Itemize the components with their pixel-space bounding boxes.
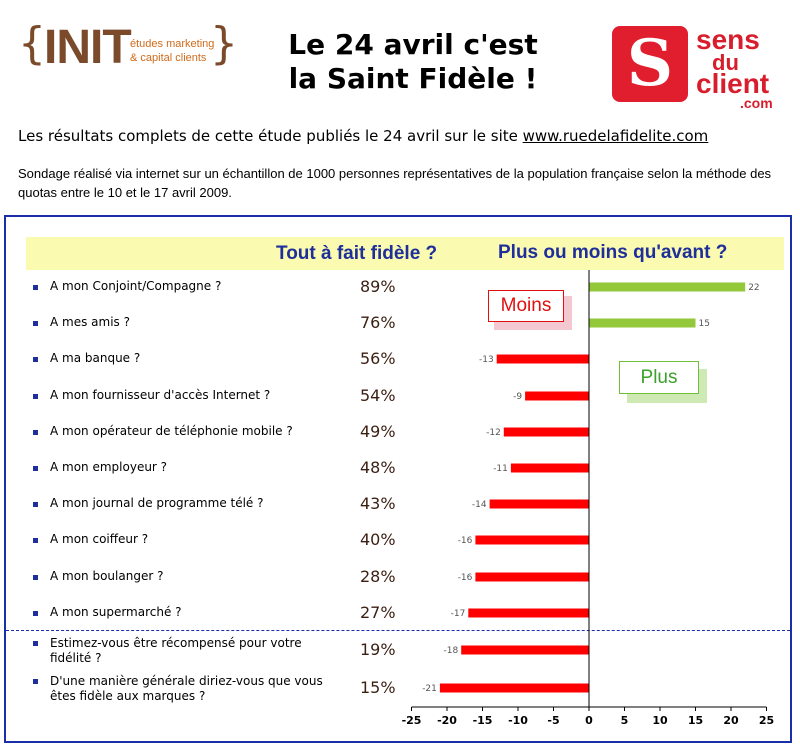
- category-label: A ma banque ?: [50, 351, 141, 365]
- row-bullet-icon: [33, 430, 38, 435]
- row-bullet-icon: [33, 466, 38, 471]
- moins-callout: Moins: [488, 290, 564, 322]
- bar: [468, 608, 589, 618]
- column-title-evolution: Plus ou moins qu'avant ?: [498, 242, 728, 263]
- percentage-value: 54%: [360, 386, 396, 405]
- x-tick-label: 10: [652, 714, 668, 727]
- bar: [439, 683, 589, 693]
- bar: [510, 463, 589, 473]
- page-title: Le 24 avril c'est la Saint Fidèle !: [248, 28, 578, 96]
- sdc-logo-line-2: du: [712, 50, 739, 75]
- data-label: -17: [451, 609, 466, 619]
- percentage-value: 27%: [360, 603, 396, 622]
- row-bullet-icon: [33, 575, 38, 580]
- row-bullet-icon: [33, 285, 38, 290]
- bar: [503, 427, 589, 437]
- category-label: A mon fournisseur d'accès Internet ?: [50, 388, 271, 402]
- category-label: A mon boulanger ?: [50, 569, 164, 583]
- data-label: 22: [748, 283, 759, 293]
- category-label: A mon opérateur de téléphonie mobile ?: [50, 424, 293, 438]
- init-logo-word: INIT: [44, 21, 132, 74]
- bar: [475, 535, 589, 545]
- x-tick-label: 20: [723, 714, 739, 727]
- x-tick-label: -15: [473, 714, 493, 727]
- row-bullet-icon: [33, 357, 38, 362]
- plus-callout: Plus: [619, 361, 699, 394]
- bar: [475, 572, 589, 582]
- row-bullet-icon: [33, 538, 38, 543]
- bar: [496, 354, 589, 364]
- percentage-value: 89%: [360, 277, 396, 296]
- data-label: -14: [472, 500, 487, 510]
- sdc-logo-line-3: client: [696, 68, 770, 99]
- bar: [525, 391, 589, 401]
- percentage-value: 19%: [360, 640, 396, 659]
- category-label: A mon employeur ?: [50, 460, 168, 474]
- results-link[interactable]: www.ruedelafidelite.com: [522, 127, 709, 145]
- category-label: A mon journal de programme télé ?: [50, 496, 264, 510]
- percentage-value: 76%: [360, 313, 396, 332]
- row-bullet-icon: [33, 611, 38, 616]
- data-label: -11: [493, 464, 508, 474]
- category-label: A mon coiffeur ?: [50, 532, 149, 546]
- data-label: 15: [699, 319, 710, 329]
- bar: [489, 499, 589, 509]
- bar: [589, 282, 746, 292]
- sdc-logo-line-1: sens: [696, 24, 760, 55]
- category-label: Estimez-vous être récompensé pour votre …: [50, 636, 302, 665]
- data-label: -16: [458, 536, 473, 546]
- init-brace-left-icon: {: [18, 18, 46, 69]
- sens-du-client-logo: S sens du client .com: [612, 22, 782, 110]
- column-title-fidele: Tout à fait fidèle ?: [276, 243, 438, 264]
- title-line-1: Le 24 avril c'est: [288, 28, 538, 61]
- init-tagline-1: études marketing: [130, 38, 215, 50]
- results-text: Les résultats complets de cette étude pu…: [18, 127, 523, 145]
- row-bullet-icon: [33, 321, 38, 326]
- survey-description: Sondage réalisé via internet sur un écha…: [18, 166, 772, 200]
- row-bullet-icon: [33, 502, 38, 507]
- percentage-value: 49%: [360, 422, 396, 441]
- init-logo: { INIT études marketing & capital client…: [18, 18, 238, 86]
- data-label: -16: [458, 573, 473, 583]
- x-tick-label: -20: [437, 714, 457, 727]
- chart-header-band: [26, 237, 784, 270]
- x-tick-label: 5: [621, 714, 629, 727]
- row-bullet-icon: [33, 641, 38, 646]
- x-tick-label: -25: [402, 714, 422, 727]
- sdc-logo-line-4: .com: [740, 95, 773, 111]
- bar: [461, 645, 589, 655]
- category-label: D'une manière générale diriez-vous que v…: [50, 674, 323, 703]
- row-bullet-icon: [33, 394, 38, 399]
- percentage-value: 40%: [360, 530, 396, 549]
- x-tick-label: -10: [508, 714, 528, 727]
- category-label: A mon Conjoint/Compagne ?: [50, 279, 222, 293]
- sdc-logo-letter: S: [626, 26, 674, 101]
- x-tick-label: -5: [547, 714, 559, 727]
- data-label: -18: [443, 646, 458, 656]
- chart-frame: [4, 215, 792, 743]
- category-label: A mon supermarché ?: [50, 605, 182, 619]
- init-brace-right-icon: }: [210, 18, 238, 69]
- percentage-value: 43%: [360, 494, 396, 513]
- percentage-value: 48%: [360, 458, 396, 477]
- results-line: Les résultats complets de cette étude pu…: [18, 127, 708, 145]
- x-tick-label: 15: [688, 714, 703, 727]
- x-tick-label: 25: [759, 714, 774, 727]
- percentage-value: 15%: [360, 678, 396, 697]
- percentage-value: 28%: [360, 567, 396, 586]
- x-tick-label: 0: [585, 714, 593, 727]
- title-line-2: la Saint Fidèle !: [288, 62, 538, 95]
- bar: [589, 318, 696, 328]
- section-divider: [6, 630, 790, 631]
- init-tagline-2: & capital clients: [130, 52, 207, 64]
- row-bullet-icon: [33, 679, 38, 684]
- data-label: -12: [486, 428, 501, 438]
- data-label: -21: [422, 684, 437, 694]
- data-label: -9: [513, 392, 522, 402]
- percentage-value: 56%: [360, 349, 396, 368]
- category-label: A mes amis ?: [50, 315, 130, 329]
- data-label: -13: [479, 355, 494, 365]
- sdc-logo-badge: S: [612, 26, 688, 102]
